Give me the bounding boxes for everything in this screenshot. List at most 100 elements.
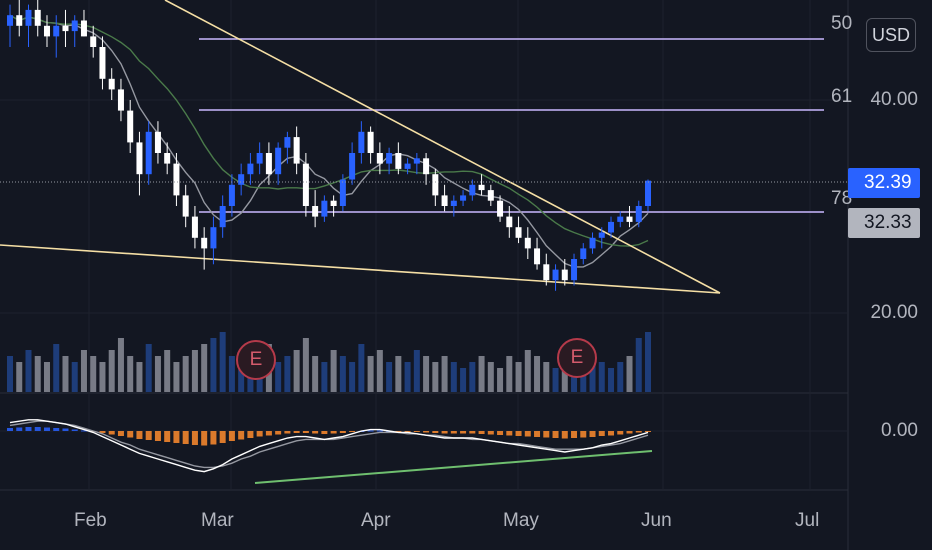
volume-bar bbox=[321, 362, 328, 392]
volume-bar bbox=[127, 356, 134, 392]
macd-histogram-bar bbox=[515, 431, 522, 436]
price-tick-40: 40.00 bbox=[870, 89, 918, 110]
candle-body bbox=[284, 137, 291, 148]
volume-bar bbox=[34, 356, 41, 392]
candle-body bbox=[515, 227, 522, 238]
macd-histogram-bar bbox=[460, 431, 467, 434]
volume-bar bbox=[275, 362, 282, 392]
earnings-marker-may[interactable]: E bbox=[557, 338, 597, 378]
macd-histogram-bar bbox=[432, 431, 439, 433]
macd-histogram-bar bbox=[312, 431, 319, 434]
macd-histogram-bar bbox=[626, 431, 633, 434]
candle-body bbox=[25, 9, 32, 26]
macd-histogram-bar bbox=[469, 431, 476, 434]
candle-body bbox=[413, 158, 420, 164]
macd-histogram-bar bbox=[99, 431, 106, 433]
candle-body bbox=[395, 153, 402, 169]
fib-label-61: 61 bbox=[831, 86, 853, 107]
volume-bar bbox=[515, 362, 522, 392]
macd-histogram-bar bbox=[635, 431, 642, 433]
candle-body bbox=[478, 184, 485, 191]
candle-body bbox=[608, 221, 615, 233]
candle-body bbox=[561, 269, 568, 281]
candle-body bbox=[154, 131, 161, 153]
volume-bar bbox=[349, 362, 356, 392]
macd-histogram-bar bbox=[127, 431, 134, 438]
volume-bar bbox=[62, 356, 69, 392]
macd-histogram-bar bbox=[154, 431, 161, 441]
candle-body bbox=[552, 269, 559, 281]
candle-body bbox=[367, 131, 374, 153]
candle-body bbox=[43, 25, 50, 37]
macd-histogram-bar bbox=[164, 431, 171, 442]
macd-histogram-bar bbox=[589, 431, 596, 437]
macd-histogram-bar bbox=[16, 427, 23, 431]
volume-bar bbox=[219, 332, 226, 392]
macd-histogram-bar bbox=[487, 431, 494, 435]
candle-body bbox=[339, 179, 346, 206]
volume-bar bbox=[645, 332, 651, 392]
macd-histogram-bar bbox=[293, 431, 300, 433]
price-tick-20: 20.00 bbox=[870, 302, 918, 323]
last-price-tag: 32.39 bbox=[848, 168, 920, 198]
divergence-line bbox=[254, 450, 653, 484]
volume-bar bbox=[173, 362, 180, 392]
macd-histogram-bar bbox=[404, 431, 411, 432]
candle-body bbox=[423, 158, 430, 175]
volume-bar bbox=[358, 344, 365, 392]
macd-histogram-bar bbox=[598, 431, 605, 436]
ma-slow-line bbox=[9, 14, 649, 247]
volume-bar bbox=[552, 368, 559, 392]
volume-bar bbox=[228, 356, 235, 392]
trendline-upper bbox=[164, 0, 721, 294]
macd-histogram-bar bbox=[256, 431, 263, 437]
macd-histogram-bar bbox=[25, 427, 32, 431]
macd-histogram-bar bbox=[367, 430, 374, 432]
macd-histogram-bar bbox=[34, 427, 41, 431]
currency-button[interactable]: USD bbox=[866, 18, 916, 52]
macd-histogram-bar bbox=[191, 431, 198, 445]
macd-histogram-bar bbox=[645, 431, 651, 432]
volume-bar bbox=[53, 344, 60, 392]
candle-body bbox=[460, 195, 467, 201]
candle-body bbox=[543, 264, 550, 281]
ma-fast-line bbox=[9, 14, 649, 268]
macd-histogram-bar bbox=[552, 431, 559, 438]
macd-histogram-bar bbox=[7, 428, 13, 431]
fib-label-50: 50 bbox=[831, 13, 853, 34]
macd-signal-line bbox=[9, 420, 649, 469]
volume-bar bbox=[617, 362, 624, 392]
candle-body bbox=[469, 184, 476, 196]
candle-body bbox=[534, 248, 541, 265]
candle-body bbox=[589, 237, 596, 249]
volume-bar bbox=[145, 344, 152, 392]
candle-body bbox=[349, 153, 356, 180]
macd-histogram-bar bbox=[330, 431, 337, 434]
volume-bar bbox=[312, 356, 319, 392]
candle-body bbox=[182, 195, 189, 217]
macd-histogram-bar bbox=[228, 431, 235, 441]
candle-body bbox=[108, 78, 115, 90]
macd-histogram-bar bbox=[543, 431, 550, 438]
macd-histogram-bar bbox=[617, 431, 624, 435]
volume-bar bbox=[423, 356, 430, 392]
volume-bar bbox=[201, 344, 208, 392]
macd-histogram-bar bbox=[580, 431, 587, 438]
volume-bar bbox=[580, 362, 587, 392]
volume-bar bbox=[293, 350, 300, 392]
macd-histogram-bar bbox=[441, 431, 448, 434]
volume-bar bbox=[210, 338, 217, 392]
volume-bar bbox=[99, 362, 106, 392]
volume-bar bbox=[478, 356, 485, 392]
volume-bar bbox=[469, 362, 476, 392]
macd-histogram-bar bbox=[53, 428, 60, 431]
volume-bar bbox=[608, 368, 615, 392]
month-label-feb: Feb bbox=[74, 510, 107, 531]
candle-body bbox=[497, 200, 504, 217]
macd-histogram-bar bbox=[561, 431, 568, 439]
earnings-marker-mar[interactable]: E bbox=[236, 340, 276, 380]
month-label-jul: Jul bbox=[795, 510, 820, 531]
macd-histogram-bar bbox=[182, 431, 189, 444]
trendline-lower bbox=[0, 244, 721, 294]
